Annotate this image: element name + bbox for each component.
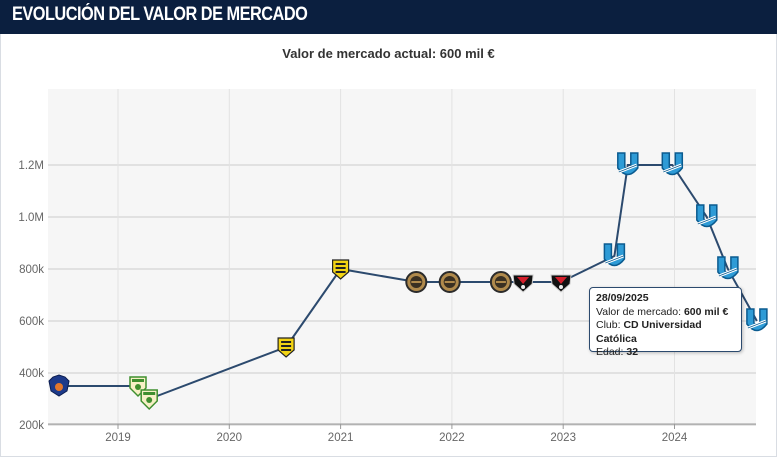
x-tick-label: 2021 xyxy=(328,432,354,444)
data-point-u-crest[interactable] xyxy=(661,152,684,176)
data-point-dc-crest[interactable] xyxy=(550,274,572,293)
data-point-bronze-round[interactable] xyxy=(489,271,512,293)
data-point-bronze-round[interactable] xyxy=(405,271,428,293)
y-tick-label: 800k xyxy=(19,264,44,276)
data-point-u-crest[interactable] xyxy=(603,243,626,267)
data-point-yellow-black-shield[interactable] xyxy=(277,337,295,358)
y-tick-label: 400k xyxy=(19,368,44,380)
data-point-u-crest[interactable] xyxy=(617,152,639,176)
tooltip-club-label: Club: xyxy=(596,319,621,331)
tooltip-age-label: Edad: xyxy=(596,346,624,358)
club-markers xyxy=(48,152,768,411)
data-point-u-crest[interactable] xyxy=(696,204,718,228)
y-tick-label: 600k xyxy=(19,316,44,328)
data-point-blue-shield[interactable] xyxy=(48,374,70,397)
tooltip-value: 600 mil € xyxy=(683,305,729,318)
data-point-dc-crest[interactable] xyxy=(512,274,534,293)
data-point-bronze-round[interactable] xyxy=(438,271,461,293)
y-axis-labels: 200k 400k 600k 800k 1.0M 1.2M xyxy=(18,160,44,432)
x-axis-labels: 2019 2020 2021 2022 2023 2024 xyxy=(105,424,688,444)
data-point-green-shield[interactable] xyxy=(140,389,158,411)
section-header: EVOLUCIÓN DEL VALOR DE MERCADO xyxy=(0,0,777,34)
tooltip-value-label: Valor de mercado: xyxy=(596,305,682,318)
section-title: EVOLUCIÓN DEL VALOR DE MERCADO xyxy=(12,4,308,25)
data-point-yellow-black-shield[interactable] xyxy=(332,259,350,280)
market-value-line xyxy=(59,164,758,401)
current-market-value: Valor de mercado actual: 600 mil € xyxy=(0,46,777,61)
y-tick-label: 1.0M xyxy=(18,212,44,224)
data-point-u-crest[interactable] xyxy=(717,256,739,280)
x-tick-label: 2023 xyxy=(550,432,576,444)
current-value: 600 mil € xyxy=(439,46,495,61)
y-tick-label: 1.2M xyxy=(18,160,44,172)
tooltip-date: 28/09/2025 xyxy=(596,292,649,304)
y-tick-label: 200k xyxy=(19,420,44,432)
x-tick-label: 2022 xyxy=(439,432,465,444)
plot-area xyxy=(48,89,756,424)
current-value-label: Valor de mercado actual: xyxy=(282,46,437,61)
data-tooltip: 28/09/2025 Valor de mercado: 600 mil € C… xyxy=(589,287,742,358)
x-tick-label: 2024 xyxy=(662,432,688,444)
x-tick-label: 2020 xyxy=(217,432,243,444)
x-tick-label: 2019 xyxy=(105,432,131,444)
data-point-u-crest[interactable] xyxy=(746,308,768,332)
tooltip-age: 32 xyxy=(626,346,639,358)
tooltip-club: CD Universidad Católica xyxy=(596,319,702,345)
